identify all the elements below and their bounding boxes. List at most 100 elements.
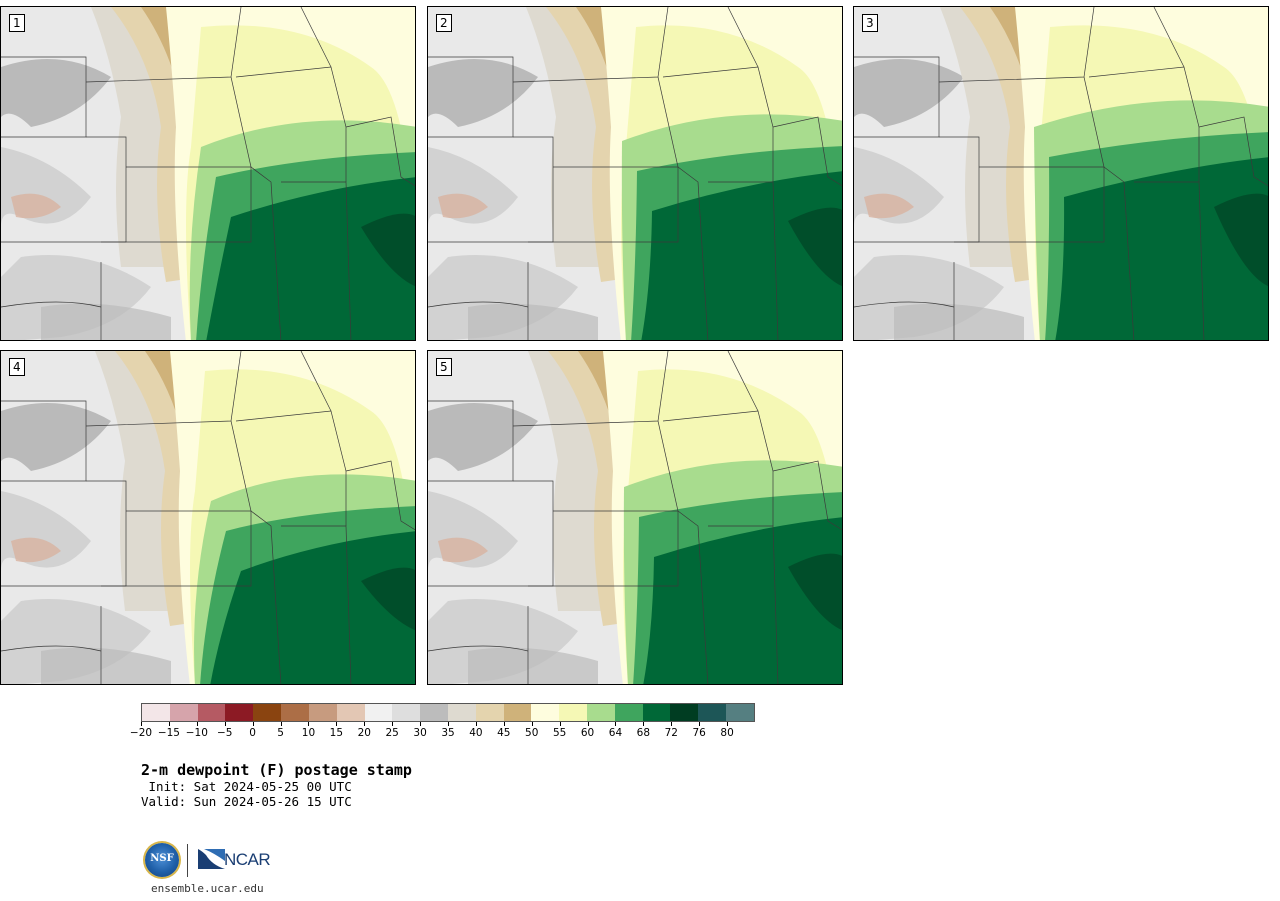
colorbar-tick-labels: −20 −15 −10 −5 0 5 10 15 20 25 30 35 40 45 50 55 60 64 68 7… (130, 727, 755, 741)
map-panel-1: 1 (0, 6, 416, 341)
state-border (428, 56, 514, 138)
state-border (345, 460, 415, 531)
state-border (727, 351, 759, 412)
colorbar-tick-label: 55 (552, 727, 567, 739)
state-border (101, 166, 252, 243)
state-border (101, 510, 252, 587)
logo-divider (187, 844, 188, 877)
state-border (428, 400, 514, 482)
colorbar-swatch (670, 704, 699, 721)
colorbar-swatch (169, 704, 198, 721)
colorbar-tickmarks (141, 722, 755, 726)
colorbar-tick-label: 76 (692, 727, 706, 739)
state-border (854, 301, 955, 308)
colorbar-swatch (698, 704, 727, 721)
colorbar-tick (252, 722, 254, 726)
state-border (657, 76, 679, 168)
colorbar-swatch (726, 704, 754, 721)
map-contour-region (438, 193, 488, 219)
state-border (727, 7, 759, 68)
state-border (528, 510, 679, 587)
state-border (250, 166, 282, 340)
state-border (772, 460, 842, 531)
state-border (677, 166, 709, 340)
state-border (1, 400, 87, 482)
colorbar (141, 703, 755, 722)
state-border (657, 420, 679, 512)
colorbar-swatch (142, 704, 170, 721)
ncar-logo-icon (198, 849, 225, 869)
dewpoint-map (428, 7, 842, 340)
state-border (1153, 7, 1185, 68)
state-border (1, 136, 127, 243)
map-contour-region (438, 537, 488, 563)
ncar-logo-text: NCAR (224, 850, 271, 869)
state-border (662, 410, 774, 526)
colorbar-swatch (475, 704, 504, 721)
state-border (1, 301, 102, 308)
colorbar-swatch (531, 704, 560, 721)
colorbar-tick-label: 40 (469, 727, 483, 739)
colorbar-tick (671, 722, 673, 726)
colorbar-tick (420, 722, 422, 726)
colorbar-tick (141, 722, 142, 726)
init-time: Init: Sat 2024-05-25 00 UTC (141, 779, 352, 794)
map-contour-region (641, 171, 842, 340)
state-border (1, 56, 87, 138)
colorbar-tick (364, 722, 366, 726)
map-contour-region (864, 193, 914, 219)
colorbar-tick (475, 722, 477, 726)
map-contour-region (41, 303, 171, 340)
map-contour-region (468, 303, 598, 340)
dewpoint-map (1, 351, 415, 684)
colorbar-swatch (308, 704, 337, 721)
map-contour-region (428, 403, 538, 471)
colorbar-tick-label: −20 (129, 727, 153, 739)
map-contour-region (1, 403, 111, 471)
map-contour-region (1055, 157, 1268, 340)
colorbar-tick-label: −15 (157, 727, 180, 739)
colorbar-tick-label: 0 (249, 727, 256, 739)
state-border (428, 480, 554, 587)
state-border (954, 166, 1105, 243)
site-url[interactable]: ensemble.ucar.edu (151, 882, 264, 895)
state-border (428, 136, 554, 243)
state-border (250, 510, 282, 684)
panel-number: 5 (436, 358, 452, 376)
colorbar-tick (280, 722, 282, 726)
colorbar-tick (615, 722, 617, 726)
colorbar-tick (336, 722, 338, 726)
state-border (662, 66, 774, 182)
panel-number: 1 (9, 14, 25, 32)
panel-number: 4 (9, 358, 25, 376)
colorbar-tick (224, 722, 226, 726)
colorbar-tick-label: 50 (525, 727, 539, 739)
state-border (230, 76, 252, 168)
dewpoint-map (428, 351, 842, 684)
map-contour-region (788, 207, 842, 287)
state-border (854, 136, 980, 243)
colorbar-tick-label: 45 (497, 727, 511, 739)
map-contour-region (894, 303, 1024, 340)
state-border (1, 645, 102, 652)
map-contour-region (11, 193, 61, 219)
state-border (1083, 76, 1105, 168)
state-border (528, 166, 679, 243)
state-border (235, 410, 347, 526)
colorbar-swatch (364, 704, 393, 721)
map-panel-3: 3 (853, 6, 1269, 341)
colorbar-tick-label: 20 (357, 727, 371, 739)
map-contour-region (854, 59, 964, 127)
colorbar-tick (308, 722, 310, 726)
panel-number: 2 (436, 14, 452, 32)
colorbar-tick (727, 722, 729, 726)
colorbar-swatch (392, 704, 421, 721)
colorbar-tick-label: 72 (664, 727, 678, 739)
colorbar-tick (168, 722, 170, 726)
valid-time: Valid: Sun 2024-05-26 15 UTC (141, 794, 352, 809)
colorbar-tick (587, 722, 589, 726)
colorbar-tick-label: 35 (441, 727, 455, 739)
state-border (235, 66, 347, 182)
state-border (345, 116, 415, 187)
colorbar-swatch (447, 704, 476, 721)
